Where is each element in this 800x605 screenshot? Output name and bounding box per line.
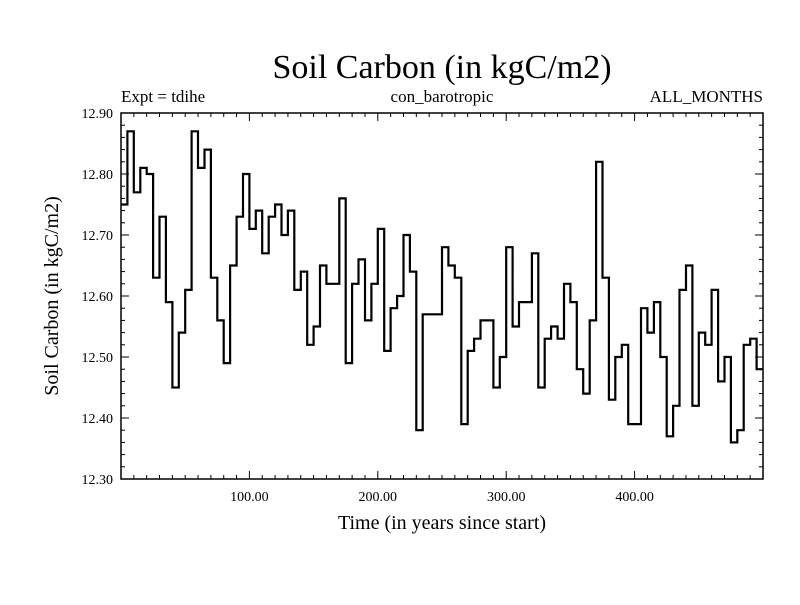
plot-frame [120,112,764,480]
subtitle-experiment-name: con_barotropic [391,87,494,106]
series-line-soil-carbon [121,130,763,444]
y-tick-label: 12.90 [82,107,114,122]
x-tick-label: 200.00 [359,490,398,505]
chart-title: Soil Carbon (in kgC/m2) [272,49,611,86]
x-axis-label: Time (in years since start) [338,512,546,534]
tick-labels: 12.30 12.40 12.50 12.60 12.70 12.80 12.90 100.0… [82,107,654,505]
subtitle-months: ALL_MONTHS [650,87,763,106]
y-tick-label: 12.80 [82,168,114,183]
x-tick-label: 400.00 [615,490,654,505]
x-tick-label: 300.00 [487,490,526,505]
y-tick-label: 12.40 [82,412,114,427]
x-tick-label: 100.00 [230,490,269,505]
series-layer [121,130,763,444]
subtitle-expt: Expt = tdihe [121,87,205,106]
y-axis-label: Soil Carbon (in kgC/m2) [41,196,63,395]
y-tick-label: 12.70 [82,229,114,244]
y-tick-label: 12.50 [82,351,114,366]
y-tick-label: 12.60 [82,290,114,305]
y-tick-label: 12.30 [82,473,114,488]
